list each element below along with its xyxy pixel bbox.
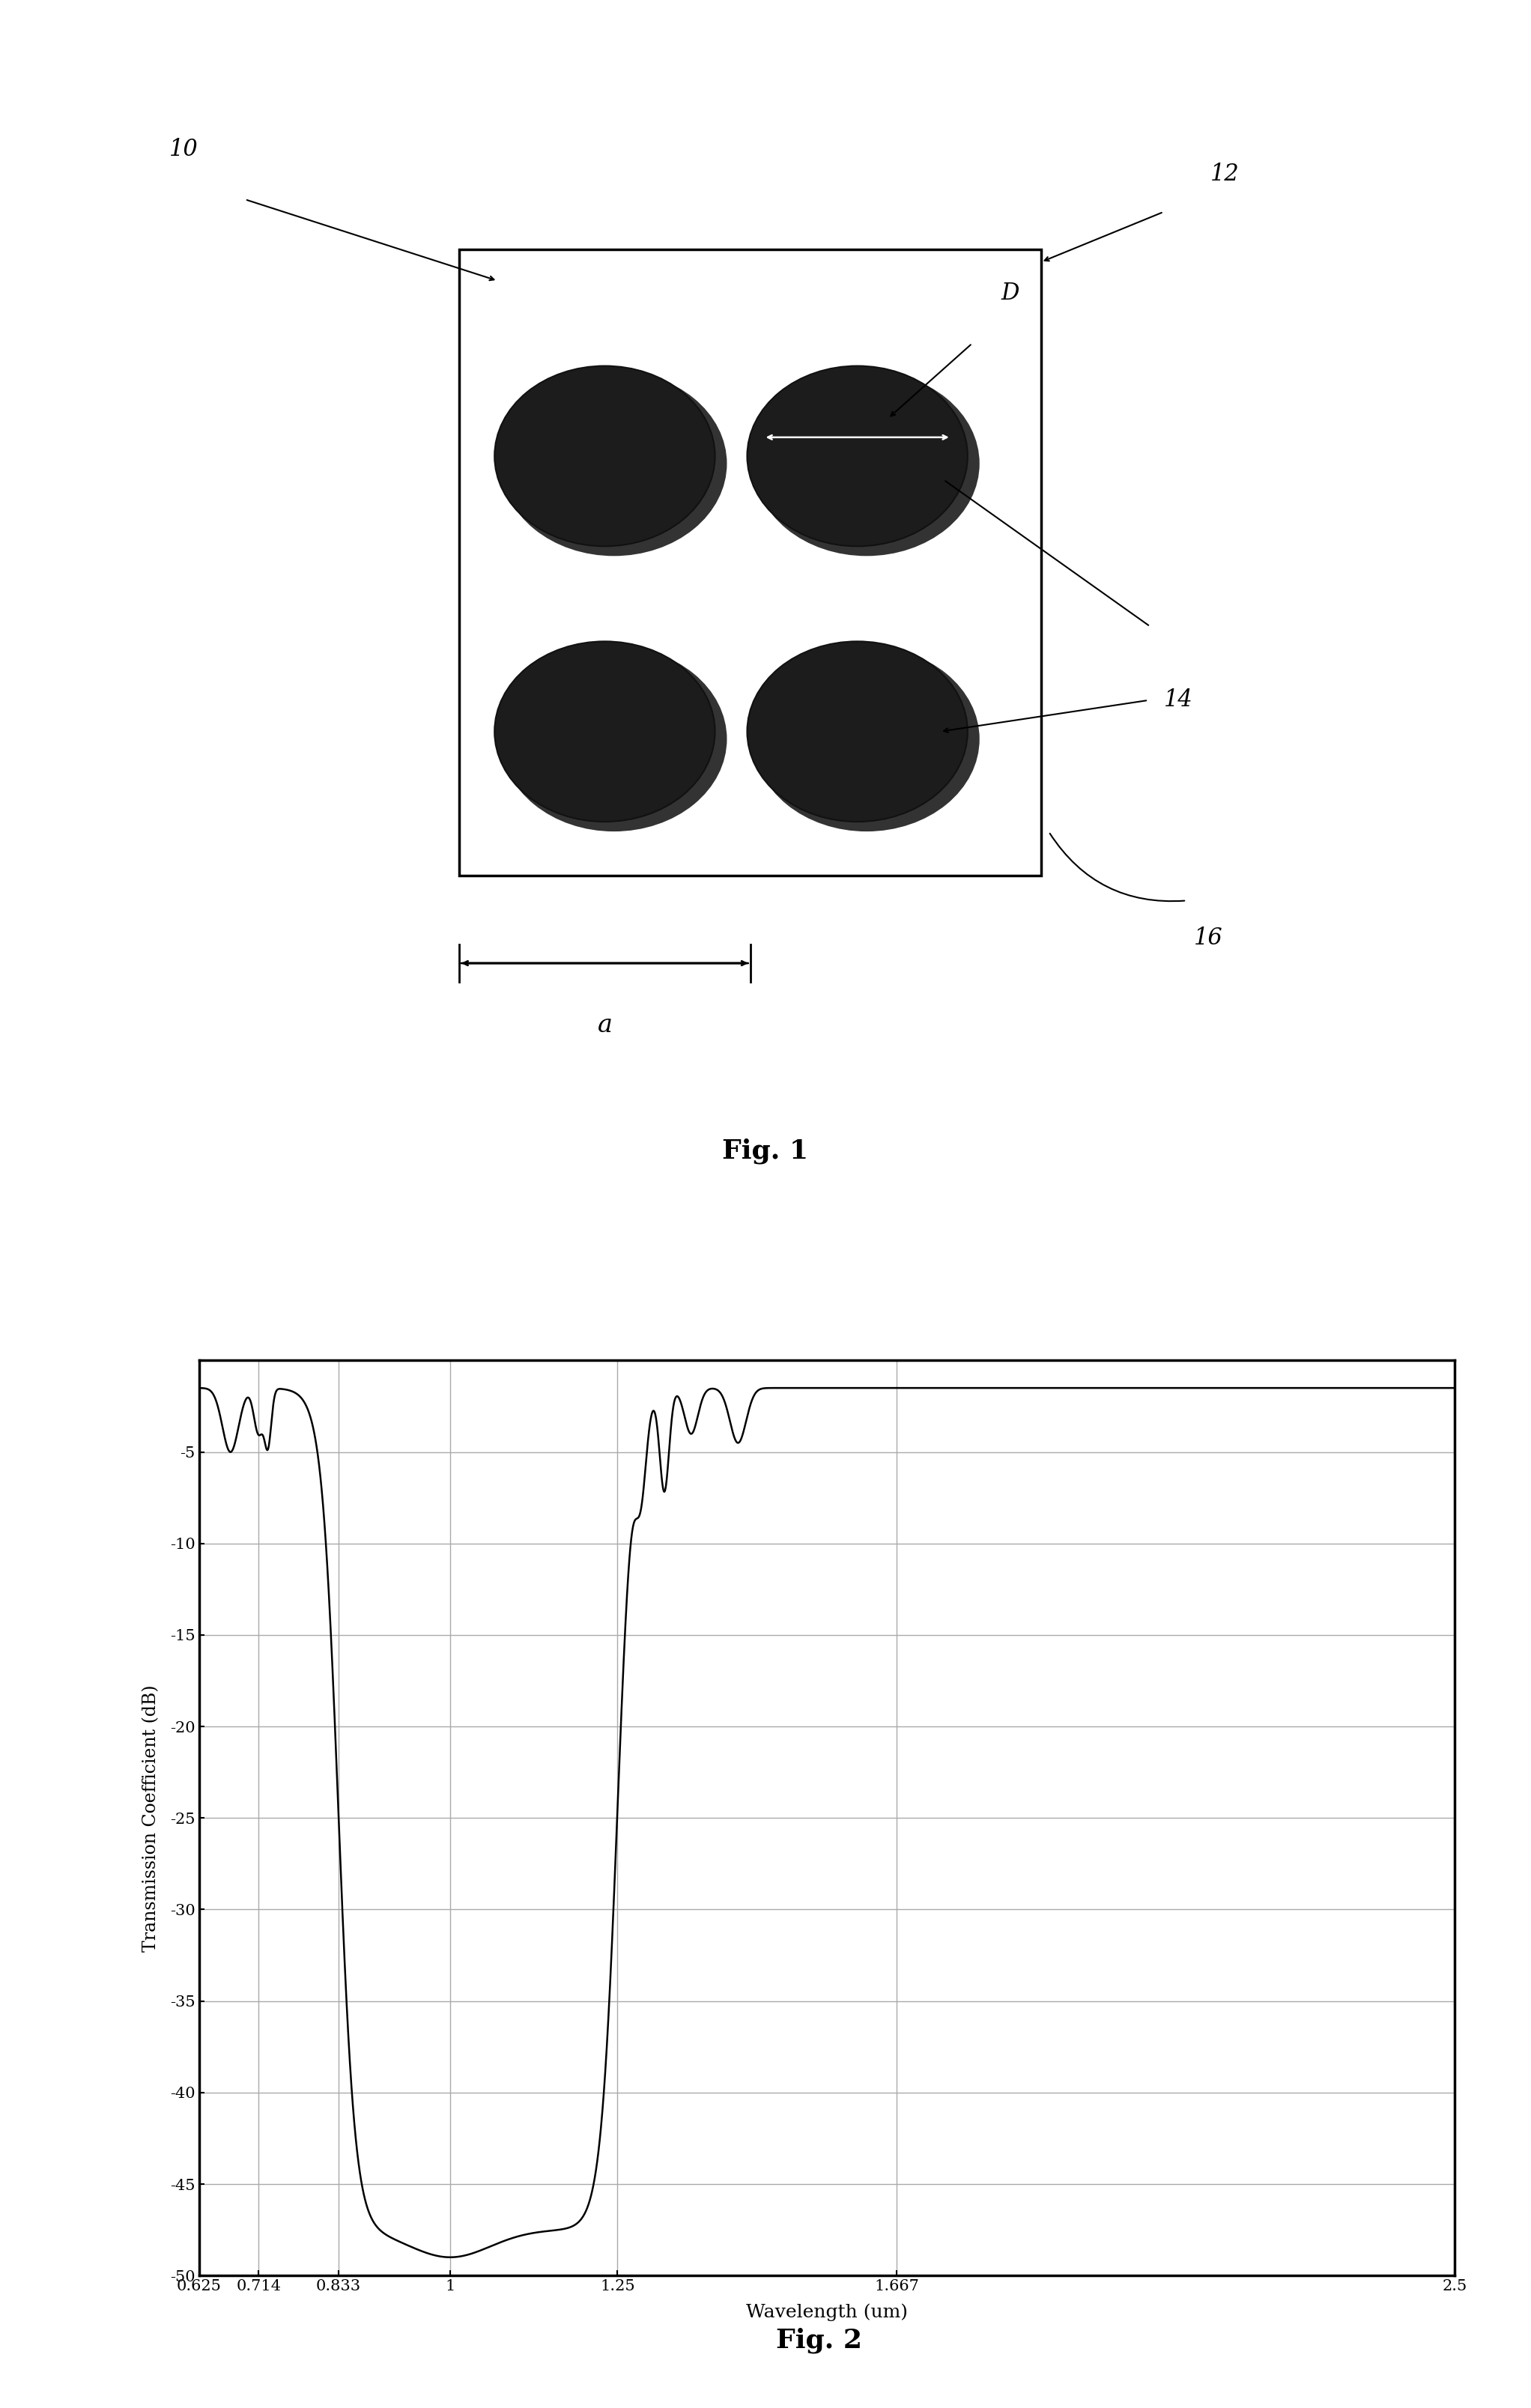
Ellipse shape	[747, 641, 968, 821]
Ellipse shape	[495, 366, 715, 547]
Text: Fig. 2: Fig. 2	[776, 2329, 862, 2353]
Text: 16: 16	[1194, 927, 1223, 949]
Text: 12: 12	[1211, 164, 1239, 185]
Y-axis label: Transmission Coefficient (dB): Transmission Coefficient (dB)	[142, 1686, 159, 1950]
Ellipse shape	[753, 371, 980, 556]
Ellipse shape	[495, 641, 715, 821]
Text: Fig. 1: Fig. 1	[723, 1139, 808, 1163]
Ellipse shape	[747, 366, 968, 547]
Text: D: D	[1001, 282, 1020, 306]
X-axis label: Wavelength (um): Wavelength (um)	[746, 2304, 908, 2321]
Ellipse shape	[501, 371, 727, 556]
Bar	[459, 250, 1041, 877]
Ellipse shape	[501, 648, 727, 831]
Text: 10: 10	[170, 137, 197, 161]
Text: a: a	[597, 1014, 612, 1038]
Ellipse shape	[753, 648, 980, 831]
Text: 14: 14	[1164, 689, 1193, 713]
